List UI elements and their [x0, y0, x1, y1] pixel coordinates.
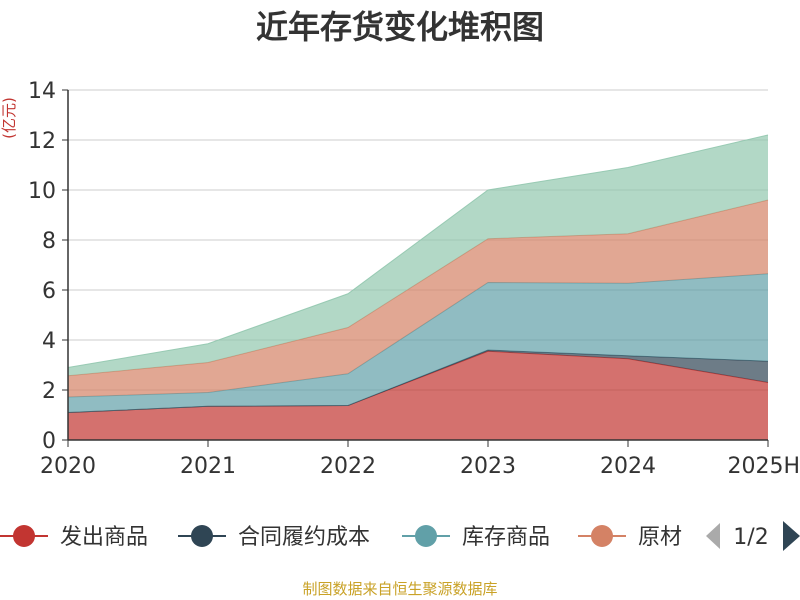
- data-source-note: 制图数据来自恒生聚源数据库: [302, 580, 497, 598]
- area-series: [67, 134, 769, 440]
- area-series-line-5: [67, 134, 769, 368]
- y-tick-label: 8: [42, 229, 56, 254]
- chart-title: 近年存货变化堆积图: [256, 8, 544, 46]
- triangle-left-icon[interactable]: [706, 523, 720, 549]
- legend-circle-icon: [415, 525, 437, 547]
- legend-item[interactable]: 合同履约成本: [178, 525, 370, 550]
- legend-clip-mask: [684, 515, 702, 559]
- triangle-right-icon[interactable]: [783, 521, 800, 551]
- y-tick-label: 2: [42, 379, 56, 404]
- legend-circle-icon: [191, 525, 213, 547]
- x-tick-label: 2021: [180, 454, 236, 479]
- x-tick-label: 2024: [600, 454, 656, 479]
- axes: [62, 89, 769, 447]
- x-tick-label: 2022: [320, 454, 376, 479]
- y-tick-label: 10: [28, 179, 56, 204]
- legend-item[interactable]: 原材: [578, 525, 682, 550]
- legend-page-indicator: 1/2: [733, 525, 768, 550]
- legend-label: 发出商品: [60, 525, 148, 550]
- legend-item[interactable]: 发出商品: [0, 525, 148, 550]
- y-tick-label: 4: [42, 329, 56, 354]
- y-axis-unit-label: (亿元): [0, 97, 18, 139]
- x-tick-label: 2020: [40, 454, 96, 479]
- legend-circle-icon: [13, 525, 35, 547]
- legend: 发出商品 合同履约成本 库存商品 原材: [0, 515, 702, 559]
- y-tick-label: 0: [42, 429, 56, 454]
- legend-circle-icon: [591, 525, 613, 547]
- legend-pager: 1/2: [706, 521, 800, 551]
- legend-label: 原材: [638, 525, 682, 550]
- x-tick-label: 2025H: [727, 454, 800, 479]
- y-tick-label: 14: [28, 79, 56, 104]
- x-tick-labels: 2020 2021 2022 2023 2024 2025H: [40, 454, 800, 479]
- legend-label: 库存商品: [462, 525, 550, 550]
- y-tick-label: 6: [42, 279, 56, 304]
- area-series-1[interactable]: [68, 351, 768, 440]
- legend-item[interactable]: 库存商品: [402, 525, 550, 550]
- y-tick-labels: 0 2 4 6 8 10 12 14: [28, 79, 56, 454]
- legend-label: 合同履约成本: [238, 525, 370, 550]
- x-tick-label: 2023: [460, 454, 516, 479]
- area-series-4[interactable]: [68, 200, 768, 397]
- area-series-3[interactable]: [68, 273, 768, 413]
- y-tick-label: 12: [28, 129, 56, 154]
- area-series-5[interactable]: [68, 135, 768, 376]
